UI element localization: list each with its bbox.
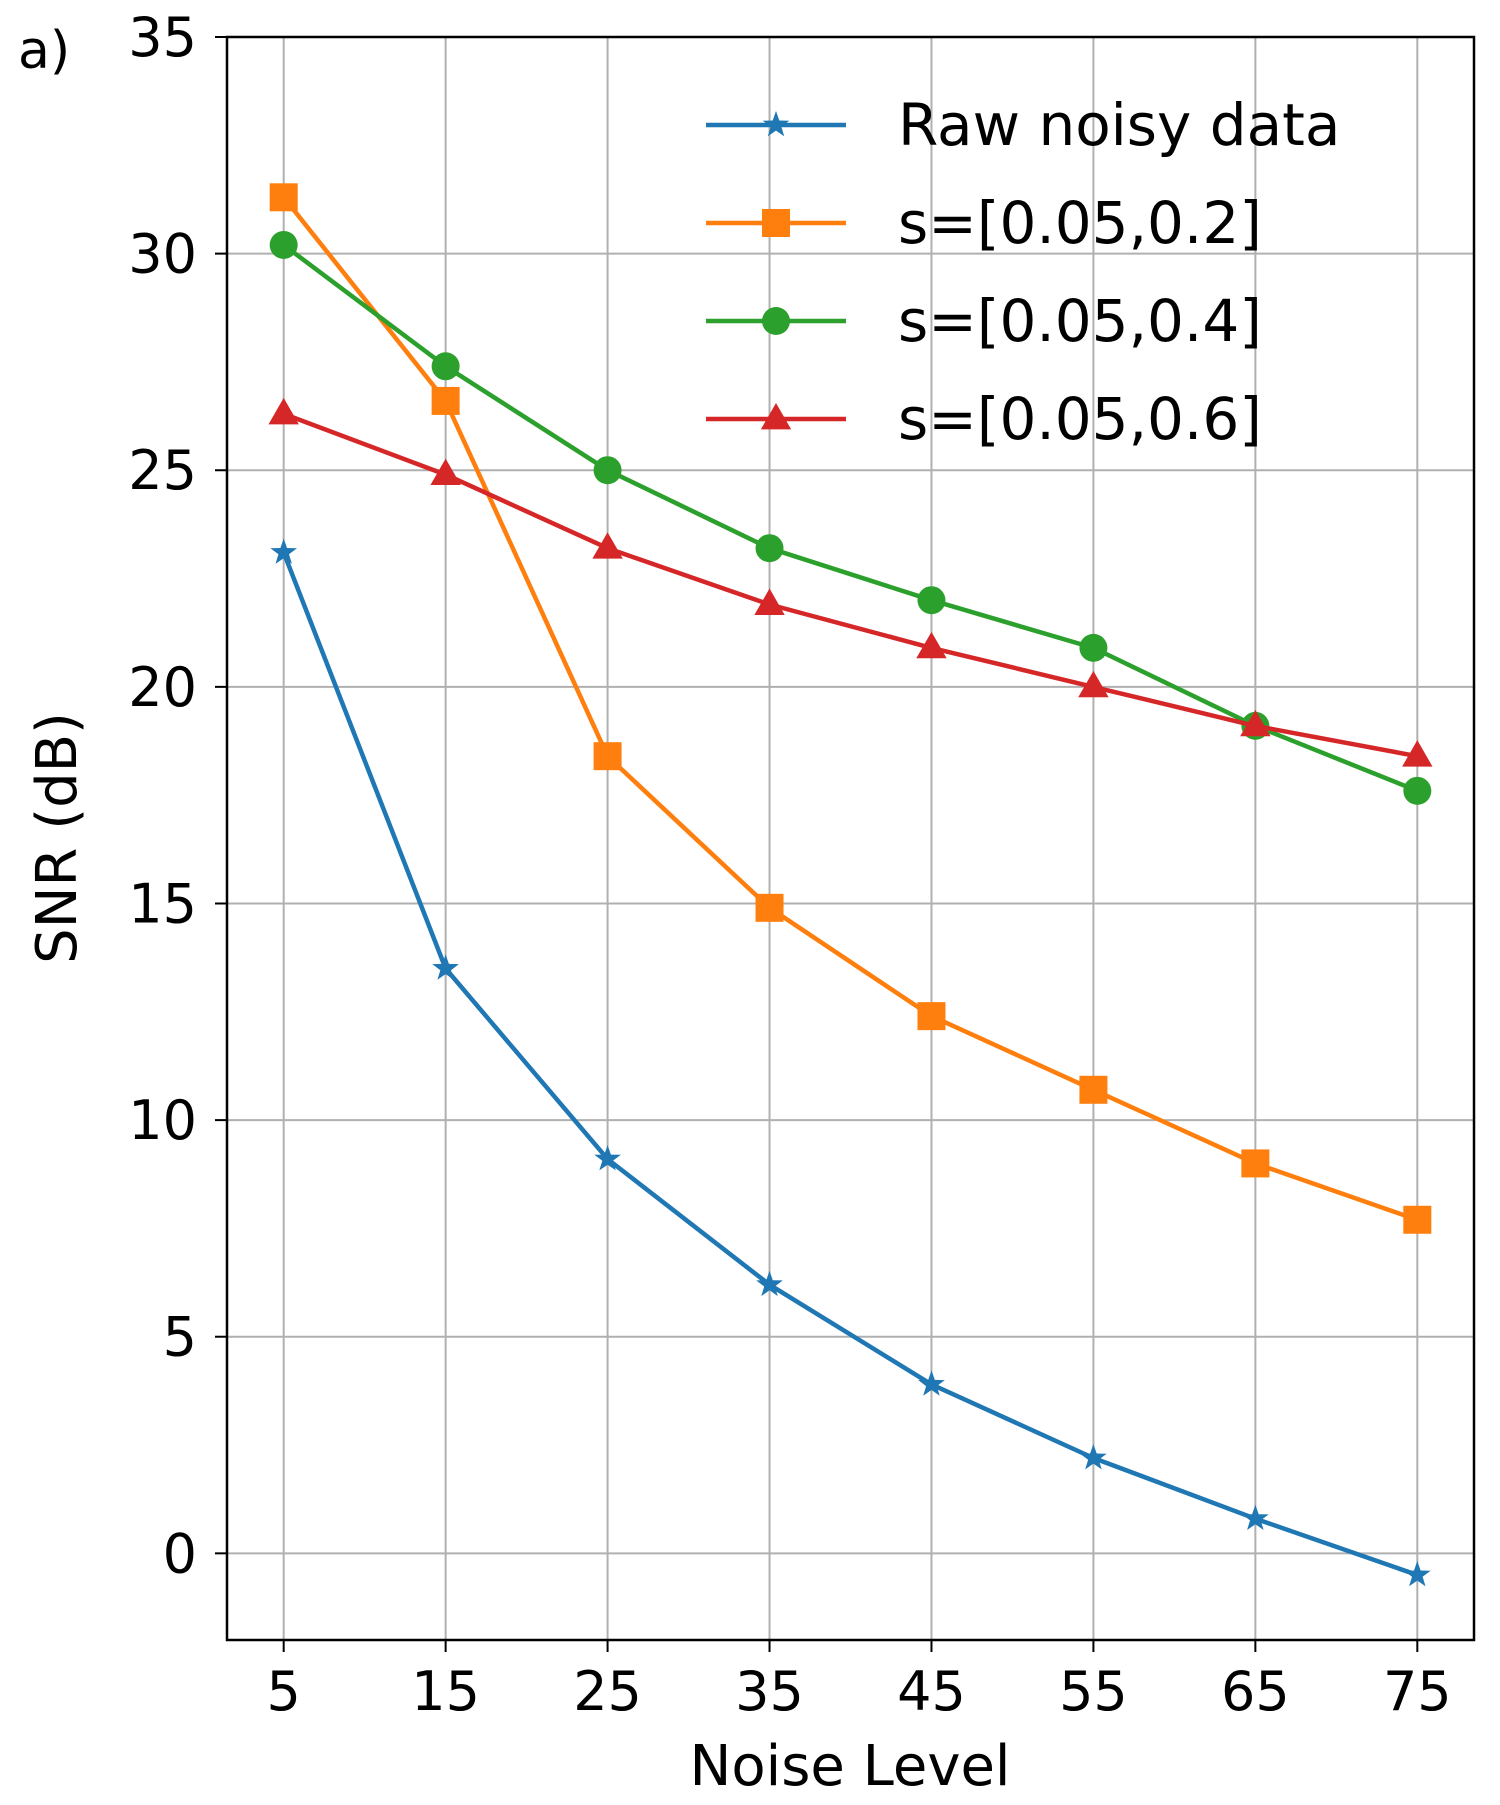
series-line — [282, 243, 1419, 793]
legend-entry: s=[0.05,0.2] — [706, 189, 1262, 257]
y-tick-label: 0 — [163, 1522, 197, 1585]
data-point — [269, 230, 298, 259]
data-point — [917, 586, 946, 615]
y-tick-label: 25 — [128, 439, 197, 502]
series-line — [282, 411, 1418, 759]
data-point — [593, 742, 622, 771]
legend-label: s=[0.05,0.4] — [898, 287, 1262, 355]
x-tick-label: 55 — [1059, 1660, 1128, 1723]
legend-entry: s=[0.05,0.6] — [706, 385, 1262, 453]
data-point — [756, 1270, 783, 1297]
data-point — [269, 183, 298, 212]
legend-marker — [762, 209, 790, 237]
legend-label: Raw noisy data — [898, 91, 1340, 159]
x-tick-label: 25 — [573, 1660, 642, 1723]
axis-ticks: 5 15 25 35 45 55 65 75 0 5 10 15 20 25 30 35 — [128, 6, 1451, 1723]
data-point — [917, 1002, 946, 1031]
data-point — [1403, 776, 1432, 805]
data-point — [594, 1145, 621, 1171]
legend-marker — [762, 111, 790, 137]
data-point — [432, 954, 459, 980]
series-line — [281, 195, 1419, 1222]
legend: Raw noisy data s=[0.05,0.2] s=[0.05,0.4] s=… — [706, 91, 1340, 453]
series-3 — [269, 230, 1432, 805]
data-point — [1079, 1075, 1108, 1104]
series-2 — [269, 183, 1432, 1234]
y-tick-label: 35 — [128, 6, 197, 69]
x-tick-label: 35 — [735, 1660, 804, 1723]
data-point — [1241, 1149, 1270, 1178]
grid-lines — [227, 36, 1474, 1640]
data-point — [270, 538, 297, 564]
data-point — [431, 352, 460, 381]
x-tick-label: 45 — [897, 1660, 966, 1723]
series-4 — [268, 397, 1433, 767]
y-tick-label: 10 — [128, 1089, 197, 1152]
legend-entry: Raw noisy data — [706, 91, 1340, 159]
data-point — [918, 1370, 945, 1396]
series-line — [281, 551, 1419, 1578]
series-group — [268, 183, 1433, 1587]
data-point — [1404, 1561, 1431, 1587]
y-tick-label: 30 — [128, 223, 197, 286]
x-axis-label: Noise Level — [690, 1734, 1011, 1799]
x-tick-label: 75 — [1383, 1660, 1452, 1723]
data-point — [268, 397, 299, 425]
data-point — [1402, 740, 1433, 767]
data-point — [916, 631, 947, 659]
panel-label: a) — [18, 21, 70, 81]
data-point — [755, 893, 784, 922]
y-tick-label: 20 — [128, 656, 197, 719]
y-tick-label: 5 — [163, 1306, 197, 1369]
legend-label: s=[0.05,0.6] — [898, 385, 1262, 453]
x-tick-label: 15 — [411, 1660, 480, 1723]
data-point — [592, 532, 623, 559]
data-point — [1079, 633, 1108, 662]
data-point — [431, 386, 460, 415]
data-point — [754, 588, 785, 615]
data-point — [430, 458, 461, 485]
y-tick-label: 15 — [128, 872, 197, 935]
data-point — [1078, 670, 1109, 698]
y-axis-label: SNR (dB) — [25, 712, 90, 964]
x-tick-label: 5 — [267, 1660, 301, 1723]
series-1 — [270, 538, 1431, 1587]
data-point — [593, 456, 622, 485]
data-point — [1080, 1444, 1107, 1470]
legend-entry: s=[0.05,0.4] — [706, 287, 1262, 355]
legend-marker — [762, 307, 790, 335]
data-point — [1240, 709, 1271, 737]
legend-marker — [760, 403, 792, 430]
x-tick-label: 65 — [1221, 1660, 1290, 1723]
data-point — [1403, 1205, 1432, 1234]
legend-label: s=[0.05,0.2] — [898, 189, 1262, 257]
data-point — [1242, 1504, 1269, 1530]
data-point — [755, 534, 784, 563]
plot-area-frame — [225, 35, 1476, 1642]
